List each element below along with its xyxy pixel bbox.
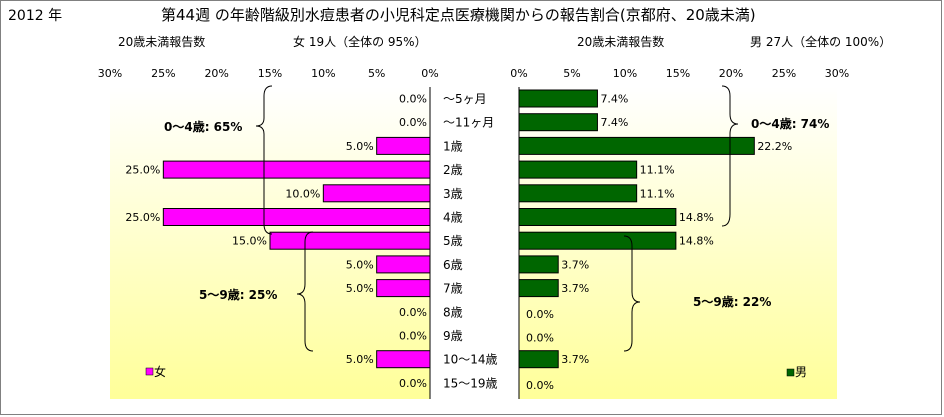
male-tick-label: 15% — [666, 67, 690, 80]
female-brace-0-4 — [255, 85, 273, 235]
male-brace-0-4 — [721, 85, 739, 227]
male-value-label: 0.0% — [526, 332, 554, 345]
male-subtitle-total: 男 27人（全体の 100%） — [750, 34, 891, 49]
female-bar — [376, 279, 431, 298]
category-label: 10～14歳 — [443, 353, 498, 367]
male-value-label: 11.1% — [640, 187, 675, 200]
female-value-label: 0.0% — [399, 306, 427, 319]
male-value-label: 14.8% — [679, 211, 714, 224]
male-tick-label: 5% — [563, 67, 580, 80]
male-value-label: 0.0% — [526, 308, 554, 321]
female-brace-5-9 — [296, 231, 314, 352]
female-value-label: 25.0% — [125, 164, 160, 177]
female-bar — [322, 184, 431, 203]
male-bar — [518, 89, 598, 108]
female-bar — [162, 160, 431, 179]
male-value-label: 0.0% — [526, 379, 554, 392]
female-subtitle-total: 女 19人（全体の 95%） — [293, 34, 427, 49]
female-tick-label: 30% — [98, 67, 122, 80]
male-value-label: 3.7% — [561, 353, 589, 366]
female-tick-label: 0% — [421, 67, 438, 80]
chart-title: 第44週 の年齢階級別水痘患者の小児科定点医療機関からの報告割合(京都府、20歳… — [161, 6, 756, 24]
male-value-label: 3.7% — [561, 258, 589, 271]
female-value-label: 5.0% — [346, 258, 374, 271]
female-value-label: 5.0% — [346, 140, 374, 153]
category-label: 15～19歳 — [443, 376, 498, 390]
male-bar — [518, 208, 677, 226]
male-bar — [518, 350, 559, 369]
male-annotation-0-4: 0～4歳: 74% — [751, 116, 829, 131]
female-annotation-5-9: 5～9歳: 25% — [199, 287, 277, 302]
male-legend-swatch — [786, 368, 795, 377]
male-subtitle-count: 20歳未満報告数 — [577, 34, 664, 49]
male-value-label: 7.4% — [600, 116, 628, 129]
male-tick-label: 25% — [772, 67, 796, 80]
male-value-label: 3.7% — [561, 282, 589, 295]
female-annotation-0-4: 0～4歳: 65% — [164, 119, 242, 134]
female-value-label: 5.0% — [346, 282, 374, 295]
female-legend-label: 女 — [154, 364, 166, 379]
category-label: ～11ヶ月 — [443, 116, 494, 130]
category-label: 8歳 — [443, 305, 463, 319]
male-bar — [518, 113, 598, 132]
category-label: 9歳 — [443, 329, 463, 343]
female-bar — [269, 231, 431, 250]
male-bar — [518, 279, 559, 298]
female-value-label: 15.0% — [232, 235, 267, 248]
category-label: 5歳 — [443, 234, 463, 248]
female-tick-label: 25% — [151, 67, 175, 80]
female-subtitle-count: 20歳未満報告数 — [118, 34, 205, 49]
male-tick-label: 10% — [613, 67, 637, 80]
year-label: 2012 年 — [8, 8, 62, 24]
female-value-label: 10.0% — [285, 187, 320, 200]
female-bar — [376, 350, 431, 369]
male-tick-label: 0% — [510, 67, 527, 80]
male-bar — [518, 160, 638, 179]
female-tick-label: 20% — [204, 67, 228, 80]
male-value-label: 22.2% — [757, 140, 792, 153]
category-label: 1歳 — [443, 139, 463, 153]
category-label: 4歳 — [443, 211, 463, 225]
female-tick-label: 15% — [258, 67, 282, 80]
female-value-label: 0.0% — [399, 377, 427, 390]
male-bar — [518, 184, 638, 203]
category-label: ～5ヶ月 — [443, 92, 487, 106]
male-tick-label: 20% — [719, 67, 743, 80]
category-label: 3歳 — [443, 187, 463, 201]
male-value-label: 11.1% — [640, 164, 675, 177]
female-value-label: 0.0% — [399, 330, 427, 343]
female-tick-label: 10% — [311, 67, 335, 80]
male-legend-label: 男 — [795, 365, 807, 379]
female-tick-label: 5% — [368, 67, 385, 80]
female-value-label: 0.0% — [399, 93, 427, 106]
female-value-label: 25.0% — [125, 211, 160, 224]
female-bar — [162, 208, 431, 226]
male-value-label: 7.4% — [600, 93, 628, 106]
male-brace-5-9 — [623, 235, 641, 352]
female-bar — [376, 255, 431, 274]
male-value-label: 14.8% — [679, 235, 714, 248]
female-bar — [376, 136, 431, 155]
male-bar — [518, 255, 559, 274]
female-value-label: 0.0% — [399, 116, 427, 129]
male-bar — [518, 136, 755, 155]
female-legend-swatch — [145, 367, 154, 376]
category-label: 2歳 — [443, 163, 463, 177]
male-tick-label: 30% — [825, 67, 849, 80]
female-value-label: 5.0% — [346, 353, 374, 366]
category-label: 7歳 — [443, 282, 463, 296]
category-label: 6歳 — [443, 258, 463, 272]
male-annotation-5-9: 5～9歳: 22% — [693, 294, 771, 309]
male-bar — [518, 231, 677, 250]
